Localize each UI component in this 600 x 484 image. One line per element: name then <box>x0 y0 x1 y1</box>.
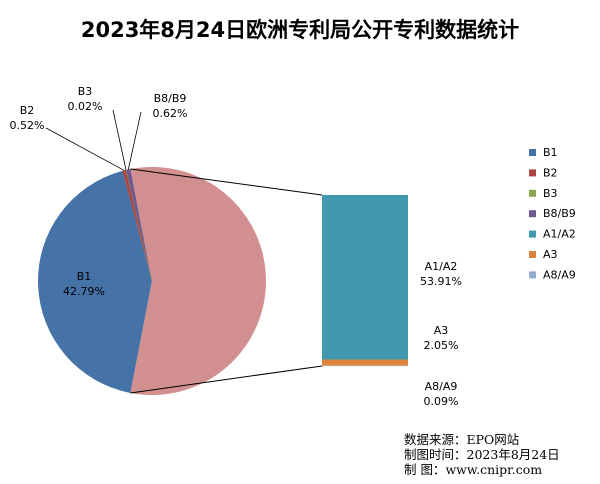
legend: B1 B2 B3 B8/B9 A1/A2 A3 A8/A9 <box>529 146 576 281</box>
legend-swatch-b1 <box>529 149 536 156</box>
source-label: 数据来源： <box>404 432 467 447</box>
map-value: www.cnipr.com <box>445 462 543 477</box>
pie-slice-other <box>130 166 266 395</box>
data-label-b8-b9: B8/B9 0.62% <box>153 92 188 120</box>
source-row: 数据来源：EPO网站 <box>404 432 560 447</box>
legend-label-a3: A3 <box>543 248 558 261</box>
pie-slice-b8-b9 <box>126 169 152 281</box>
leader-line-b8-b9 <box>127 111 142 170</box>
map-row: 制 图：www.cnipr.com <box>404 462 560 477</box>
legend-swatch-b3 <box>529 189 536 197</box>
date-row: 制图时间：2023年8月24日 <box>404 447 560 462</box>
pie-slice-b2 <box>122 170 152 281</box>
source-value: EPO网站 <box>466 432 520 447</box>
data-labels: B1 42.79% B2 0.52% B3 0.02% B8/B9 0.62% A1/A2 53.… <box>10 85 462 408</box>
stacked-bar-group <box>322 195 408 367</box>
data-label-a3: A3 2.05% <box>424 324 459 352</box>
connector-lines <box>130 168 323 394</box>
legend-label-b1: B1 <box>543 146 558 159</box>
chart-footer: 数据来源：EPO网站 制图时间：2023年8月24日 制 图：www.cnipr… <box>404 432 560 477</box>
legend-label-a8-a9: A8/A9 <box>543 268 576 281</box>
legend-swatch-b2 <box>529 169 536 177</box>
map-label: 制 图： <box>404 462 446 477</box>
bar-segment-a3 <box>322 359 408 366</box>
date-value: 2023年8月24日 <box>466 447 560 462</box>
legend-label-b3: B3 <box>543 187 558 200</box>
pie-group <box>37 166 266 395</box>
legend-label-b8-b9: B8/B9 <box>543 207 576 220</box>
leader-line-b2 <box>45 127 125 171</box>
pie-slice-b3 <box>125 169 153 282</box>
connector-bottom <box>130 365 323 394</box>
chart-title: 2023年8月24日欧洲专利局公开专利数据统计 <box>80 18 520 42</box>
date-label: 制图时间： <box>404 447 467 462</box>
data-label-b3: B3 0.02% <box>68 85 103 113</box>
bar-segment-a1-a2 <box>322 195 408 360</box>
legend-label-a1-a2: A1/A2 <box>543 228 576 241</box>
legend-swatch-a1-a2 <box>529 230 536 238</box>
pie-slice-b1 <box>37 170 152 393</box>
data-label-b1: B1 42.79% <box>63 270 105 298</box>
connector-top <box>130 168 323 196</box>
data-label-a8-a9: A8/A9 0.09% <box>424 380 459 408</box>
leader-line-b3 <box>112 109 127 171</box>
legend-label-b2: B2 <box>543 166 558 179</box>
data-label-b2: B2 0.52% <box>10 104 45 132</box>
legend-swatch-a8-a9 <box>529 271 536 279</box>
data-label-a1-a2: A1/A2 53.91% <box>420 260 462 288</box>
legend-swatch-b8-b9 <box>529 210 536 218</box>
legend-swatch-a3 <box>529 251 536 258</box>
